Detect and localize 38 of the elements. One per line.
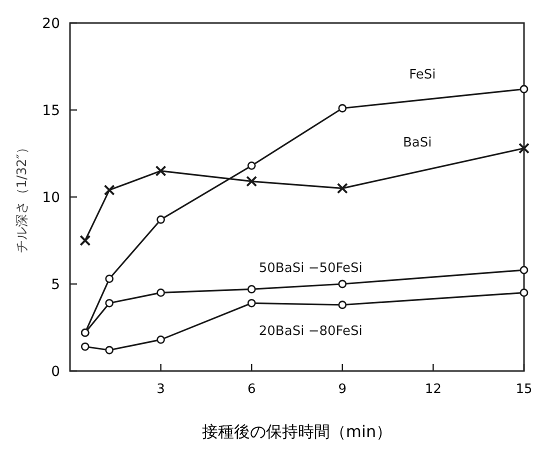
point [104,184,115,196]
x-tick-label: 15 [516,382,532,397]
point [520,288,528,297]
point [246,176,258,187]
point [247,298,256,308]
point [105,346,114,354]
point [338,104,347,112]
point [336,182,348,194]
point [80,342,90,351]
y-tick-label: 0 [51,364,60,380]
point [247,285,256,294]
x-axis-title: 接種後の保持時間（min） [202,422,392,441]
x-tick-label: 9 [338,382,347,397]
series-label: 50BaSi −50FeSi [258,261,362,276]
x-tick-label: 12 [424,382,442,397]
point [247,161,256,170]
y-tick-label: 15 [42,102,60,119]
y-tick-label: 20 [42,16,60,32]
point [518,142,530,154]
point [80,235,91,246]
y-tick-label: 5 [51,276,60,293]
point [105,274,114,283]
point [155,165,166,176]
x-tick-label: 3 [156,382,165,397]
series-label: FeSi [409,67,436,82]
point [156,288,165,297]
series-label: BaSi [403,135,432,150]
y-axis-title: チル深さ（1/32″） [15,140,30,254]
y-tick-label: 10 [42,190,60,206]
point [338,280,347,288]
series-label: 20BaSi −80FeSi [258,324,362,339]
x-tick-label: 6 [247,382,256,397]
point [338,300,347,310]
point [156,335,165,344]
point [520,266,528,274]
point [105,298,114,308]
point [156,215,165,224]
point [520,84,528,94]
